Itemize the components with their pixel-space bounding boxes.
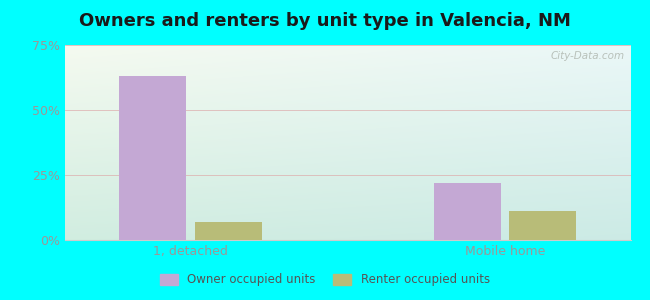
- Bar: [195, 222, 262, 240]
- Bar: [434, 183, 500, 240]
- Text: City-Data.com: City-Data.com: [551, 51, 625, 61]
- Bar: [509, 212, 576, 240]
- Legend: Owner occupied units, Renter occupied units: Owner occupied units, Renter occupied un…: [155, 269, 495, 291]
- Text: Owners and renters by unit type in Valencia, NM: Owners and renters by unit type in Valen…: [79, 12, 571, 30]
- Bar: [120, 76, 187, 240]
